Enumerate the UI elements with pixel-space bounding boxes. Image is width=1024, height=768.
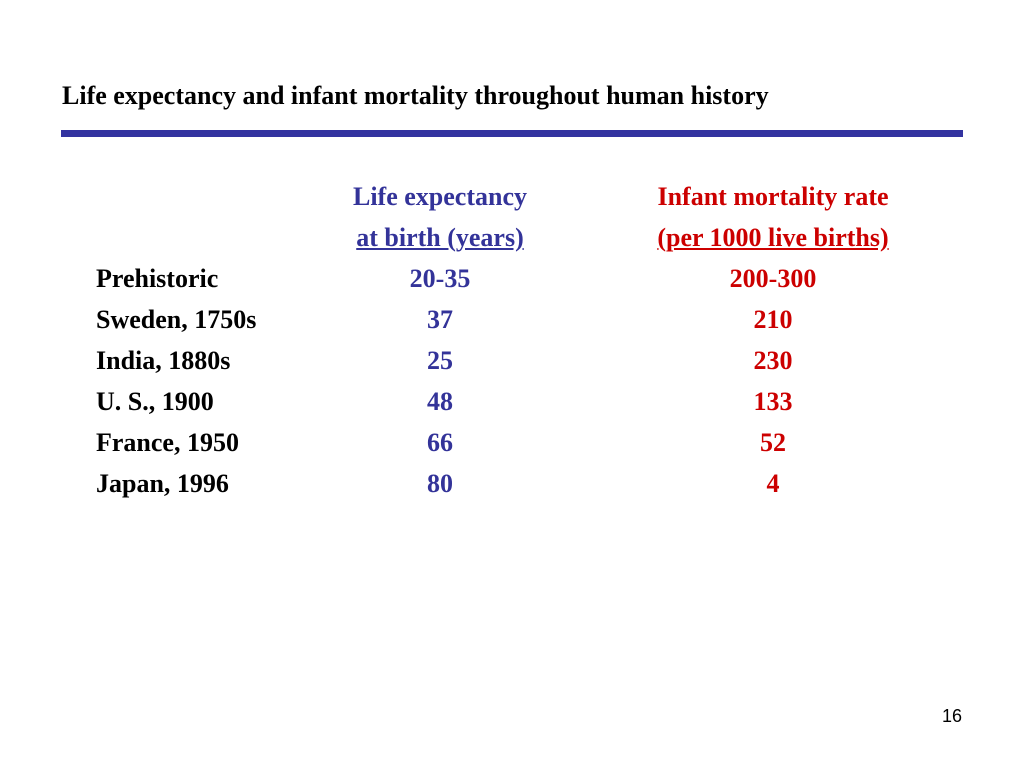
table-row: Prehistoric 20-35 200-300 bbox=[96, 261, 936, 302]
infant-mortality-value: 210 bbox=[753, 305, 793, 334]
life-expectancy-value: 25 bbox=[427, 346, 453, 375]
data-table: Prehistoric 20-35 200-300 Sweden, 1750s … bbox=[96, 261, 936, 507]
infant-mortality-value: 4 bbox=[766, 469, 780, 498]
table-row: U. S., 1900 48 133 bbox=[96, 384, 936, 425]
header-infant-mortality: Infant mortality rate (per 1000 live bir… bbox=[623, 182, 923, 253]
table-row: India, 1880s 25 230 bbox=[96, 343, 936, 384]
table-row: Japan, 1996 80 4 bbox=[96, 466, 936, 507]
table-row: France, 1950 66 52 bbox=[96, 425, 936, 466]
row-label: India, 1880s bbox=[96, 346, 231, 375]
infant-mortality-value: 133 bbox=[753, 387, 793, 416]
header-life-expectancy-line1: Life expectancy bbox=[352, 182, 527, 211]
table-row: Sweden, 1750s 37 210 bbox=[96, 302, 936, 343]
title-divider bbox=[61, 130, 963, 137]
row-label: Prehistoric bbox=[96, 264, 219, 293]
header-life-expectancy: Life expectancy at birth (years) bbox=[290, 182, 590, 253]
life-expectancy-value: 66 bbox=[427, 428, 453, 457]
life-expectancy-value: 80 bbox=[427, 469, 453, 498]
row-label: France, 1950 bbox=[96, 428, 239, 457]
slide-title: Life expectancy and infant mortality thr… bbox=[62, 81, 769, 110]
life-expectancy-value: 20-35 bbox=[409, 264, 471, 293]
life-expectancy-value: 37 bbox=[427, 305, 453, 334]
infant-mortality-value: 230 bbox=[753, 346, 793, 375]
row-label: U. S., 1900 bbox=[96, 387, 214, 416]
row-label: Sweden, 1750s bbox=[96, 305, 257, 334]
header-life-expectancy-line2: at birth (years) bbox=[356, 223, 524, 252]
row-label: Japan, 1996 bbox=[96, 469, 229, 498]
life-expectancy-value: 48 bbox=[427, 387, 453, 416]
header-infant-mortality-line2: (per 1000 live births) bbox=[657, 223, 889, 252]
header-infant-mortality-line1: Infant mortality rate bbox=[657, 182, 889, 211]
infant-mortality-value: 52 bbox=[760, 428, 786, 457]
infant-mortality-value: 200-300 bbox=[729, 264, 817, 293]
page-number: 16 bbox=[941, 706, 962, 726]
